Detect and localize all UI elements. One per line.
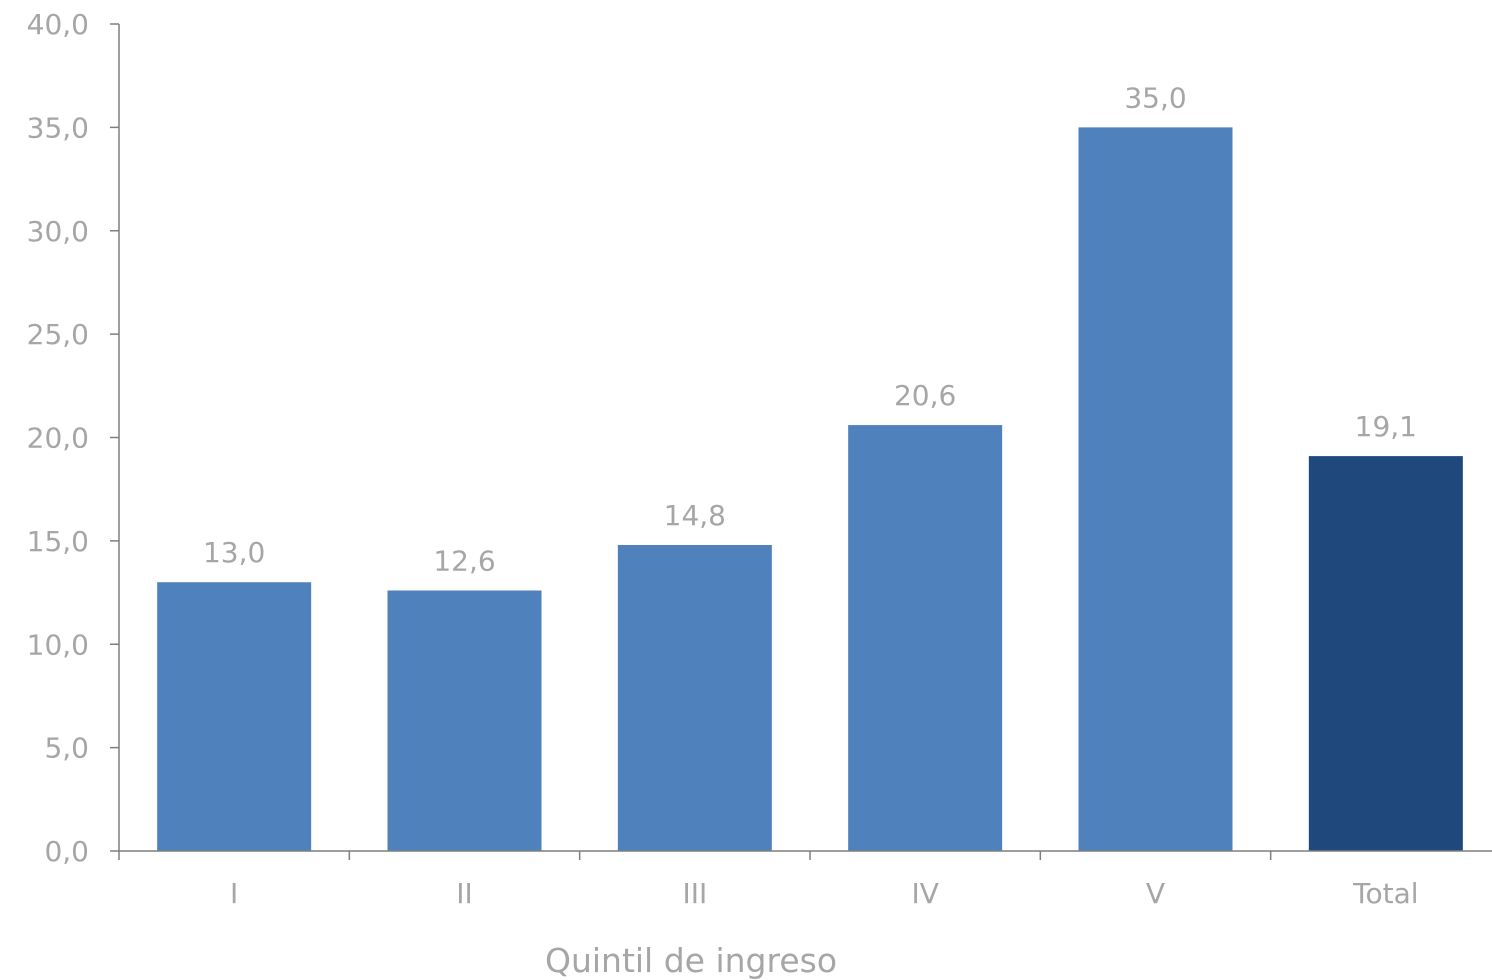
- x-tick-label: V: [1146, 877, 1165, 910]
- bar: [1308, 456, 1463, 851]
- x-tick-label: I: [230, 877, 238, 910]
- y-tick-label: 40,0: [27, 8, 89, 41]
- bar-value-label: 19,1: [1355, 410, 1417, 443]
- data-labels: 13,0 12,6 14,8 20,6 35,0 19,1: [203, 81, 1417, 577]
- x-tick-label: IV: [911, 877, 938, 910]
- x-tick-label: Total: [1352, 877, 1418, 910]
- bar-value-label: 13,0: [203, 536, 265, 569]
- bar-value-label: 35,0: [1124, 81, 1186, 114]
- x-tick-label: II: [456, 877, 473, 910]
- y-tick-label: 20,0: [27, 422, 89, 455]
- bar-value-label: 14,8: [664, 499, 726, 532]
- x-tick-label: III: [682, 877, 707, 910]
- bar: [848, 425, 1003, 851]
- x-axis-title: Quintil de ingreso: [545, 941, 837, 980]
- bar-value-label: 12,6: [433, 544, 495, 577]
- bar: [157, 582, 312, 851]
- bar-value-label: 20,6: [894, 379, 956, 412]
- y-tick-label: 30,0: [27, 215, 89, 248]
- y-tick-label: 15,0: [27, 525, 89, 558]
- y-tick-label: 0,0: [44, 835, 89, 868]
- y-tick-label: 5,0: [44, 732, 89, 765]
- bar: [617, 545, 772, 851]
- y-tick-label: 25,0: [27, 318, 89, 351]
- y-tick-label: 35,0: [27, 111, 89, 144]
- bar: [1078, 127, 1233, 851]
- bar: [387, 590, 542, 851]
- y-axis-ticks: 0,0 5,0 10,0 15,0 20,0 25,0 30,0 35,0 40,0: [27, 8, 119, 868]
- y-tick-label: 10,0: [27, 628, 89, 661]
- bars: [157, 127, 1463, 851]
- x-axis-ticks: I II III IV V Total: [118, 851, 1419, 910]
